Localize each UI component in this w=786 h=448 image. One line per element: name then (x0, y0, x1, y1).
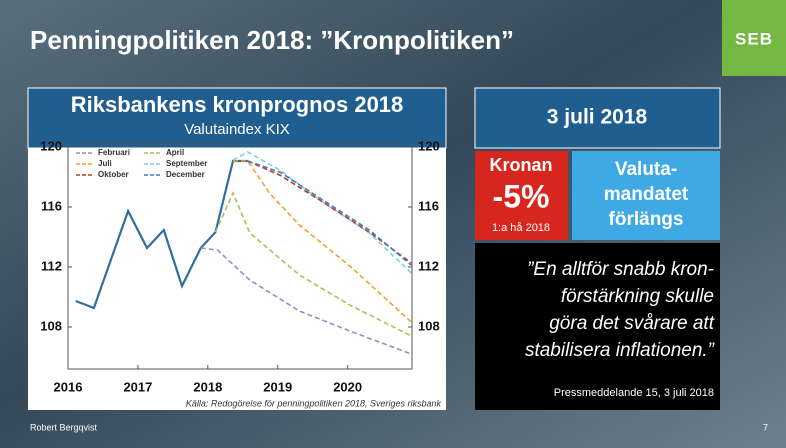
legend-label: Februari (98, 148, 130, 157)
y-tick-label: 112 (41, 258, 62, 273)
slide-title: Penningpolitiken 2018: ”Kronpolitiken” (30, 25, 514, 55)
logo-box (722, 0, 786, 76)
y2-tick-label: 120 (418, 138, 440, 153)
mandate-line: förlängs (609, 209, 684, 230)
y-tick-label: 116 (41, 198, 62, 213)
y2-tick-label: 112 (418, 258, 439, 273)
mandate-text: Valuta-mandatet förlängs (604, 159, 689, 230)
logo: SEB (735, 29, 773, 48)
legend-label: April (166, 148, 184, 157)
series-line (214, 190, 412, 337)
series-line (247, 160, 412, 266)
legend-label: December (166, 170, 205, 179)
plot: 108 108 112 112 116 116 120 120 2016 2017 2018 2019… (40, 138, 439, 394)
series-line (200, 247, 412, 355)
x-tick-label: 2018 (193, 379, 222, 394)
quote-line: förstärkning skulle (561, 286, 714, 307)
x-tick-label: 2020 (333, 379, 362, 394)
chart-title: Riksbankens kronprognos 2018 (71, 92, 404, 117)
quote-line: ”En alltför snabb kron- (527, 259, 714, 280)
quote-box (475, 243, 720, 410)
series-line (247, 160, 412, 264)
legend-label: Oktober (98, 170, 129, 179)
y2-tick-label: 116 (418, 198, 439, 213)
y2-tick-label: 108 (418, 318, 440, 333)
mandate-line: mandatet (604, 184, 689, 205)
y-tick-label: 120 (40, 138, 62, 153)
footer-author: Robert Bergqvist (30, 422, 98, 432)
legend-label: Juli (98, 159, 112, 168)
krona-label: Kronan (490, 155, 553, 175)
legend-label: September (166, 159, 207, 168)
series-line (233, 160, 412, 323)
quote-text: ”En alltför snabb kron-förstärkning skul… (525, 259, 716, 361)
series-line (232, 151, 412, 274)
quote-source: Pressmeddelande 15, 3 juli 2018 (554, 387, 714, 399)
y-tick-label: 108 (40, 318, 62, 333)
x-tick-label: 2019 (263, 379, 292, 394)
chart-source: Källa: Redogörelse för penningpolitiken … (186, 398, 442, 408)
page-number: 7 (763, 422, 768, 432)
x-tick-label: 2016 (54, 379, 83, 394)
plot-frame (67, 143, 413, 370)
x-tick-label: 2017 (123, 379, 152, 394)
krona-note: 1:a hå 2018 (492, 222, 550, 234)
date: 3 juli 2018 (547, 106, 648, 129)
krona-change: -5% (493, 178, 550, 214)
mandate-box (572, 151, 720, 240)
krona-box (475, 151, 568, 240)
chart-area (28, 148, 446, 410)
quote-line: stabilisera inflationen.” (525, 340, 716, 361)
mandate-line: Valuta- (615, 159, 677, 180)
series-line (75, 159, 248, 310)
chart-subtitle: Valutaindex KIX (184, 121, 290, 138)
date-box (474, 87, 721, 149)
quote-line: göra det svårare att (549, 313, 714, 334)
